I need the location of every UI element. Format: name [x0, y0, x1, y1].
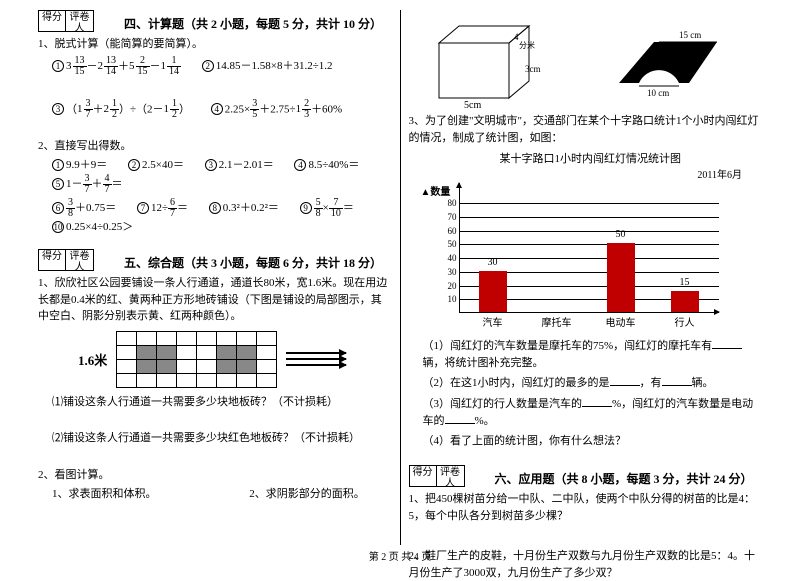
q5-1: 1、欣欣社区公园要铺设一条人行通道，通道长80米，宽1.6米。现在用边长都是0.…: [38, 275, 392, 325]
q5-2-row: 1、求表面积和体积。 2、求阴影部分的面积。: [38, 486, 392, 503]
y-axis-label: ▲数量: [421, 183, 451, 198]
score-box-6: 得分 评卷人: [409, 465, 465, 487]
svg-text:分米: 分米: [519, 40, 535, 50]
tile-width-label: 1.6米: [78, 350, 107, 369]
score-box-5: 得分 评卷人: [38, 249, 94, 271]
svg-text:15 cm: 15 cm: [679, 30, 701, 40]
num-2-icon: 2: [202, 60, 214, 72]
section-5-title: 五、综合题（共 3 小题，每题 6 分，共计 18 分）: [124, 254, 382, 271]
q5-1b: ⑵铺设这条人行通道一共需要多少块红色地板砖？（不计损耗）: [38, 430, 392, 447]
tile-figure: 1.6米: [78, 331, 392, 388]
page-footer: 第 2 页 共 4 页: [0, 548, 800, 563]
q5-2b: 2、求阴影部分的面积。: [249, 486, 365, 503]
svg-text:10 cm: 10 cm: [647, 88, 669, 98]
score-cell: 得分: [38, 10, 66, 32]
chart-title: 某十字路口1小时内闯红灯情况统计图: [419, 150, 763, 166]
left-column: 得分 评卷人 四、计算题（共 2 小题，每题 5 分，共计 10 分） 1、脱式…: [30, 10, 401, 545]
section-6-header: 得分 评卷人 六、应用题（共 8 小题，每题 3 分，共计 24 分）: [409, 465, 763, 487]
q3-3: （3）闯红灯的行人数量是汽车的%，闯红灯的汽车数量是电动车的%。: [409, 395, 763, 430]
q4-1-3: 3（137＋212）÷（2－112）: [52, 99, 190, 120]
bar-chart: ▲数量 102030405060708030汽车摩托车50电动车15行人: [419, 183, 729, 333]
q4-2: 2、直接写出得数。: [38, 138, 392, 155]
svg-text:3cm: 3cm: [525, 64, 541, 74]
page: 得分 评卷人 四、计算题（共 2 小题，每题 5 分，共计 10 分） 1、脱式…: [0, 0, 800, 545]
grader-cell: 评卷人: [66, 10, 94, 32]
arrow-icon: [286, 348, 346, 370]
q3-1: （1）闯红灯的汽车数量是摩托车的75%，闯红灯的摩托车有辆，将统计图补充完整。: [409, 337, 763, 371]
q3-2: （2）在这1小时内，闯红灯的最多的是，有辆。: [409, 374, 763, 392]
q4-1-row2: 3（137＋212）÷（2－112） 42.25×35＋2.75÷123＋60%: [38, 99, 392, 120]
q5-1a: ⑴铺设这条人行通道一共需要多少块地板砖？（不计损耗）: [38, 394, 392, 411]
q5-2: 2、看图计算。: [38, 467, 392, 484]
q4-2-row2: 638＋0.75＝ 712÷67＝ 80.3²＋0.2²＝ 958×710＝ 1…: [38, 198, 392, 236]
q4-1-4: 42.25×35＋2.75÷123＋60%: [211, 99, 342, 120]
q4-1: 1、脱式计算（能简算的要简算）。: [38, 36, 392, 53]
num-4-icon: 4: [211, 103, 223, 115]
q6-1: 1、把450棵树苗分给一中队、二中队，使两个中队分得的树苗的比是4：5，每个中队…: [409, 491, 763, 524]
blank: [712, 337, 742, 349]
q3: 3、为了创建"文明城市"，交通部门在某个十字路口统计1个小时内闯红灯的情况，制成…: [409, 113, 763, 146]
q4-2-row1: 19.9＋9＝ 22.5×40＝ 32.1－2.01＝ 48.5÷40%＝ 51…: [38, 157, 392, 195]
svg-text:5cm: 5cm: [464, 100, 481, 108]
arch-figure: 15 cm 10 cm: [609, 28, 729, 98]
chart-wrap: 某十字路口1小时内闯红灯情况统计图 2011年6月 ▲数量 1020304050…: [419, 150, 763, 333]
q4-1-1: 131315－21314＋5215－1114: [52, 56, 181, 77]
num-3-icon: 3: [52, 103, 64, 115]
q3-4: （4）看了上面的统计图，你有什么想法？: [409, 433, 763, 450]
section-6-title: 六、应用题（共 8 小题，每题 3 分，共计 24 分）: [495, 470, 753, 487]
q4-1-2: 214.85－1.58×8＋31.2÷1.2: [202, 58, 333, 75]
tile-grid: [116, 331, 277, 388]
figure-row: 4 分米 3cm 5cm 15 cm 10 cm: [409, 10, 763, 110]
q4-1-row1: 131315－21314＋5215－1114 214.85－1.58×8＋31.…: [38, 56, 392, 77]
chart-date: 2011年6月: [419, 166, 763, 181]
section-4-header: 得分 评卷人 四、计算题（共 2 小题，每题 5 分，共计 10 分）: [38, 10, 392, 32]
section-5-header: 得分 评卷人 五、综合题（共 3 小题，每题 6 分，共计 18 分）: [38, 249, 392, 271]
x-axis: [459, 312, 719, 313]
score-box: 得分 评卷人: [38, 10, 94, 32]
num-1-icon: 1: [52, 60, 64, 72]
section-4-title: 四、计算题（共 2 小题，每题 5 分，共计 10 分）: [124, 15, 382, 32]
right-column: 4 分米 3cm 5cm 15 cm 10 cm 3、为了创建"文明城市"，交通…: [401, 10, 771, 545]
cuboid-figure: 4 分米 3cm 5cm: [429, 18, 549, 108]
q5-2a: 1、求表面积和体积。: [52, 486, 157, 503]
